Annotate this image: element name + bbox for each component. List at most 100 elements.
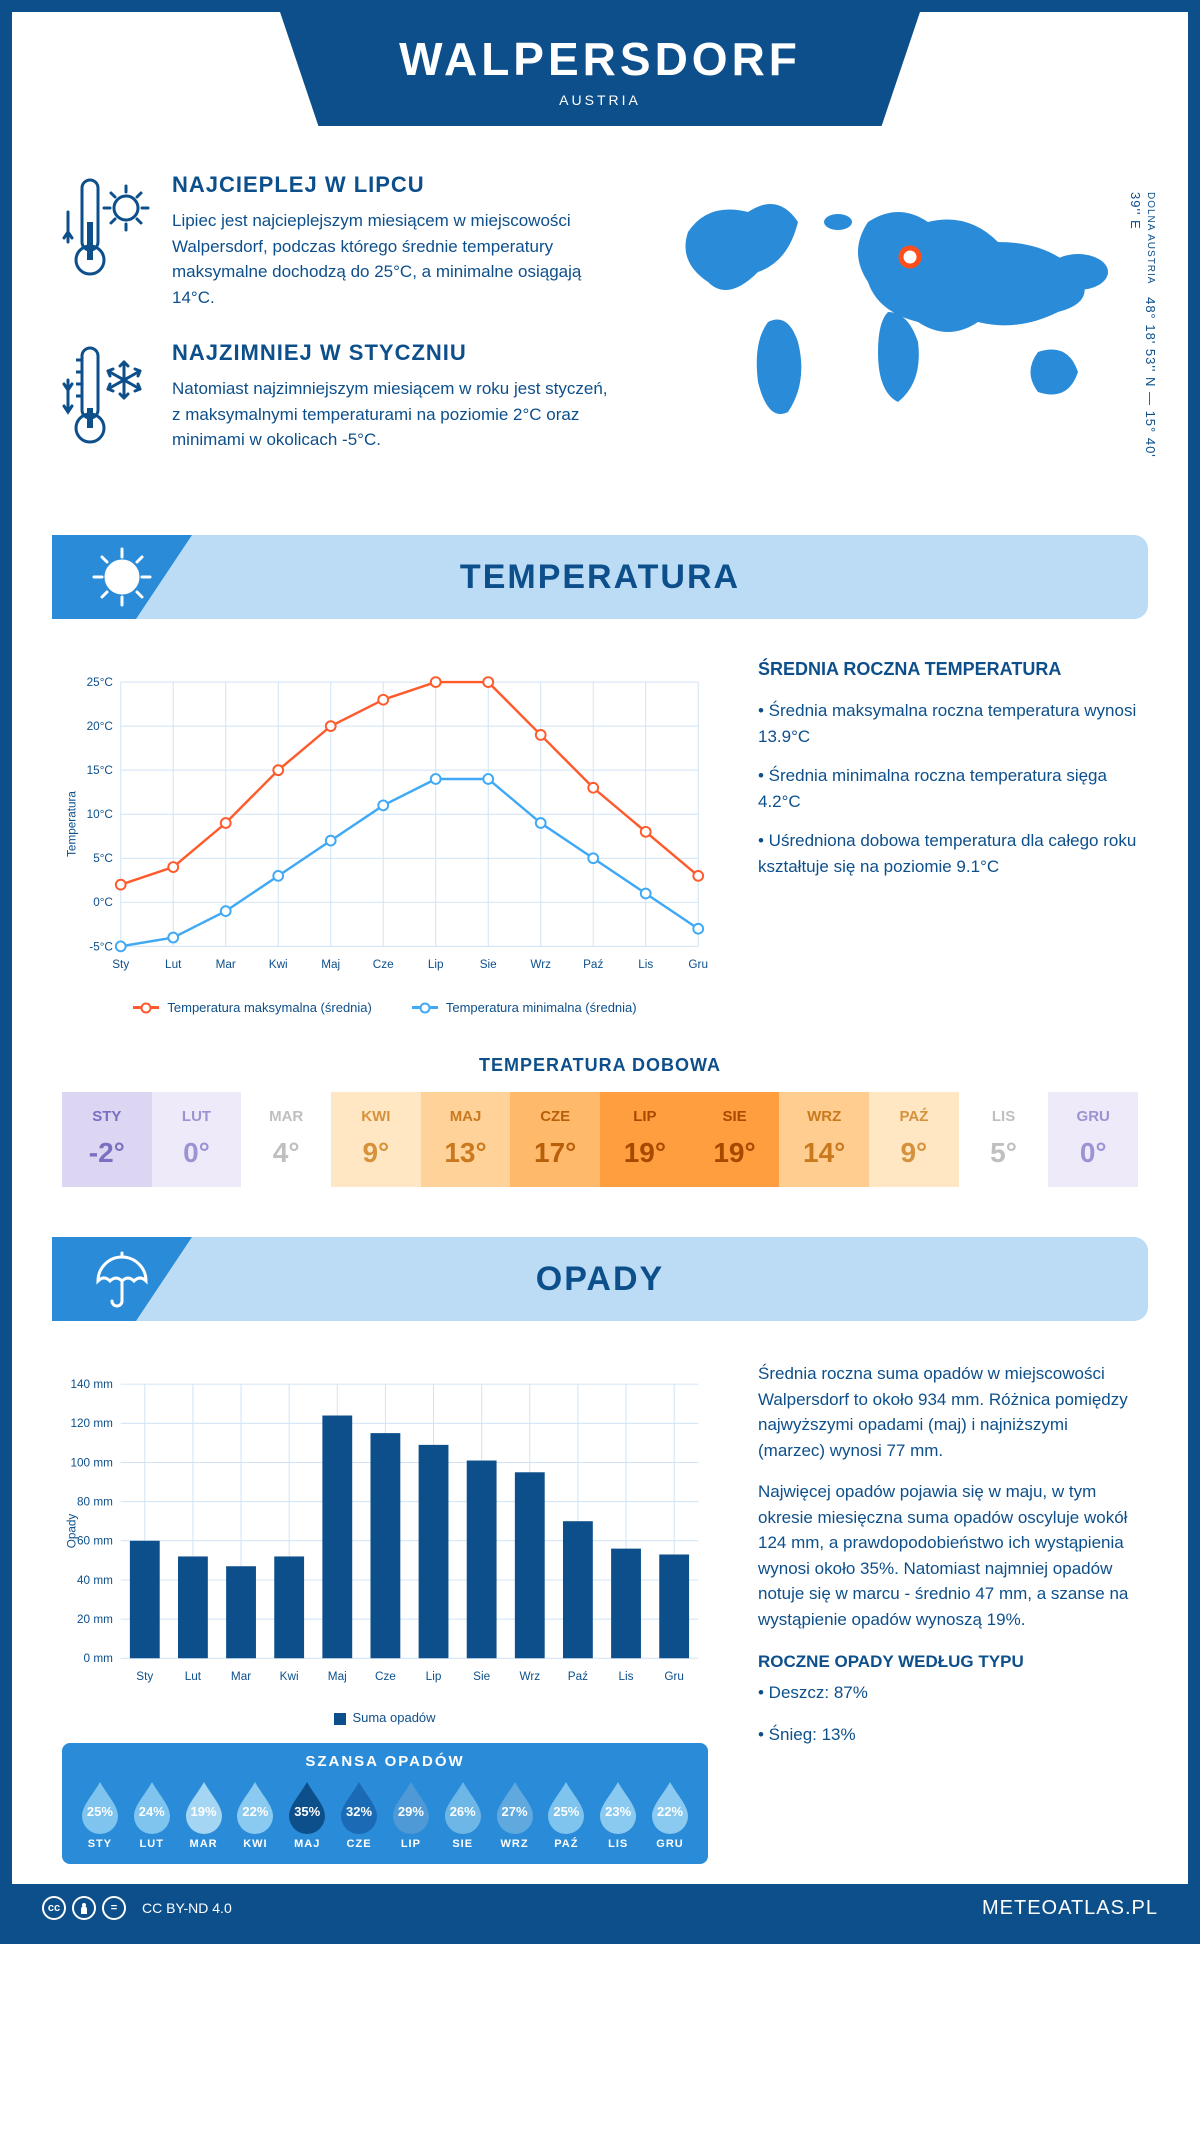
svg-text:Lis: Lis	[619, 1670, 634, 1683]
precip-para: Średnia roczna suma opadów w miejscowośc…	[758, 1361, 1138, 1463]
title-ribbon: WALPERSDORF AUSTRIA	[280, 12, 920, 126]
daily-temp-cell: KWI9°	[331, 1092, 421, 1187]
thermometer-hot-icon	[62, 172, 152, 310]
svg-text:Mar: Mar	[216, 958, 236, 971]
daily-temp-cell: MAR4°	[241, 1092, 331, 1187]
legend-min: Temperatura minimalna (średnia)	[412, 1000, 637, 1015]
svg-text:Gru: Gru	[664, 1670, 684, 1683]
svg-text:Mar: Mar	[231, 1670, 251, 1683]
precip-type-title: ROCZNE OPADY WEDŁUG TYPU	[758, 1652, 1138, 1672]
daily-temp-cell: SIE19°	[690, 1092, 780, 1187]
svg-text:Sie: Sie	[473, 1670, 490, 1683]
svg-text:Lip: Lip	[428, 958, 444, 971]
chance-drop: 29%LIP	[385, 1780, 437, 1850]
fact-hot-body: Lipiec jest najcieplejszym miesiącem w m…	[172, 208, 618, 310]
stats-title: ŚREDNIA ROCZNA TEMPERATURA	[758, 659, 1138, 680]
svg-text:-5°C: -5°C	[89, 940, 113, 953]
precipitation-text: Średnia roczna suma opadów w miejscowośc…	[758, 1361, 1138, 1864]
svg-text:Lis: Lis	[638, 958, 653, 971]
footer: cc = CC BY-ND 4.0 METEOATLAS.PL	[12, 1884, 1188, 1932]
precip-type: • Deszcz: 87%	[758, 1680, 1138, 1706]
cc-icon: cc	[42, 1896, 66, 1920]
stats-bullet: • Średnia minimalna roczna temperatura s…	[758, 763, 1138, 814]
chance-drop: 35%MAJ	[281, 1780, 333, 1850]
section-title-precipitation: OPADY	[52, 1260, 1148, 1299]
footer-brand: METEOATLAS.PL	[982, 1897, 1158, 1920]
chance-drop: 24%LUT	[126, 1780, 178, 1850]
intro-section: NAJCIEPLEJ W LIPCU Lipiec jest najcieple…	[12, 172, 1188, 515]
svg-text:Sie: Sie	[480, 958, 497, 971]
fact-warmest: NAJCIEPLEJ W LIPCU Lipiec jest najcieple…	[62, 172, 618, 310]
world-map-icon	[658, 172, 1138, 452]
temperature-line-chart: -5°C 0°C 5°C 10°C 15°C 20°C 25°C Sty Lut Mar Kwi Ma…	[62, 659, 708, 1015]
svg-text:0 mm: 0 mm	[84, 1652, 113, 1665]
svg-text:20°C: 20°C	[87, 720, 114, 733]
svg-text:Wrz: Wrz	[530, 958, 551, 971]
chance-drop: 32%CZE	[333, 1780, 385, 1850]
precipitation-chance-strip: SZANSA OPADÓW 25%STY24%LUT19%MAR22%KWI35…	[62, 1743, 708, 1864]
chance-drop: 19%MAR	[178, 1780, 230, 1850]
svg-text:Lut: Lut	[165, 958, 182, 971]
license-text: CC BY-ND 4.0	[142, 1900, 232, 1916]
svg-text:40 mm: 40 mm	[77, 1574, 113, 1587]
license-badges: cc = CC BY-ND 4.0	[42, 1896, 232, 1920]
daily-temp-cell: WRZ14°	[779, 1092, 869, 1187]
svg-text:Gru: Gru	[688, 958, 708, 971]
daily-temp-cell: GRU0°	[1048, 1092, 1138, 1187]
svg-text:Cze: Cze	[373, 958, 394, 971]
thermometer-cold-icon	[62, 340, 152, 455]
svg-text:120 mm: 120 mm	[71, 1417, 113, 1430]
legend-max: Temperatura maksymalna (średnia)	[133, 1000, 371, 1015]
coordinates: DOLNA AUSTRIA 48° 18' 53'' N — 15° 40' 3…	[1128, 192, 1158, 485]
section-header-precipitation: OPADY	[52, 1237, 1148, 1321]
fact-cold-title: NAJZIMNIEJ W STYCZNIU	[172, 340, 618, 366]
svg-text:80 mm: 80 mm	[77, 1496, 113, 1509]
fact-cold-body: Natomiast najzimniejszym miesiącem w rok…	[172, 376, 618, 453]
world-map-panel: DOLNA AUSTRIA 48° 18' 53'' N — 15° 40' 3…	[658, 172, 1138, 485]
page-title: WALPERSDORF	[360, 32, 840, 86]
svg-text:Paź: Paź	[583, 958, 603, 971]
svg-text:10°C: 10°C	[87, 808, 114, 821]
stats-bullet: • Uśredniona dobowa temperatura dla całe…	[758, 828, 1138, 879]
svg-text:Temperatura: Temperatura	[66, 791, 79, 857]
precip-type: • Śnieg: 13%	[758, 1722, 1138, 1748]
section-header-temperature: TEMPERATURA	[52, 535, 1148, 619]
page-subtitle: AUSTRIA	[360, 92, 840, 108]
svg-text:Sty: Sty	[112, 958, 129, 971]
daily-temp-cell: MAJ13°	[421, 1092, 511, 1187]
svg-text:60 mm: 60 mm	[77, 1535, 113, 1548]
svg-text:Maj: Maj	[328, 1670, 347, 1683]
daily-temp-cell: PAŹ9°	[869, 1092, 959, 1187]
svg-text:Lut: Lut	[185, 1670, 202, 1683]
chance-drop: 25%STY	[74, 1780, 126, 1850]
nd-icon: =	[102, 1896, 126, 1920]
svg-text:5°C: 5°C	[93, 852, 113, 865]
svg-text:Lip: Lip	[426, 1670, 442, 1683]
svg-text:0°C: 0°C	[93, 896, 113, 909]
svg-text:Kwi: Kwi	[280, 1670, 299, 1683]
svg-text:Wrz: Wrz	[519, 1670, 540, 1683]
svg-text:Kwi: Kwi	[269, 958, 288, 971]
chance-drop: 25%PAŹ	[540, 1780, 592, 1850]
header: WALPERSDORF AUSTRIA	[12, 12, 1188, 172]
svg-text:Cze: Cze	[375, 1670, 396, 1683]
svg-text:Maj: Maj	[321, 958, 340, 971]
precip-para: Najwięcej opadów pojawia się w maju, w t…	[758, 1479, 1138, 1632]
by-icon	[72, 1896, 96, 1920]
svg-text:15°C: 15°C	[87, 764, 114, 777]
fact-hot-title: NAJCIEPLEJ W LIPCU	[172, 172, 618, 198]
svg-text:100 mm: 100 mm	[71, 1456, 113, 1469]
svg-text:Sty: Sty	[136, 1670, 153, 1683]
section-title-temperature: TEMPERATURA	[52, 558, 1148, 597]
daily-temp-cell: CZE17°	[510, 1092, 600, 1187]
precipitation-bar-chart: 0 mm20 mm40 mm60 mm80 mm100 mm120 mm140 …	[62, 1361, 708, 1725]
svg-text:Paź: Paź	[568, 1670, 588, 1683]
fact-coldest: NAJZIMNIEJ W STYCZNIU Natomiast najzimni…	[62, 340, 618, 455]
chance-drop: 23%LIS	[592, 1780, 644, 1850]
bar-legend: Suma opadów	[62, 1710, 708, 1725]
svg-text:25°C: 25°C	[87, 676, 114, 689]
temperature-stats: ŚREDNIA ROCZNA TEMPERATURA • Średnia mak…	[758, 659, 1138, 1015]
svg-text:Opady: Opady	[66, 1514, 79, 1549]
chance-drop: 22%KWI	[229, 1780, 281, 1850]
daily-temperature-table: TEMPERATURA DOBOWA STY-2°LUT0°MAR4°KWI9°…	[12, 1045, 1188, 1217]
